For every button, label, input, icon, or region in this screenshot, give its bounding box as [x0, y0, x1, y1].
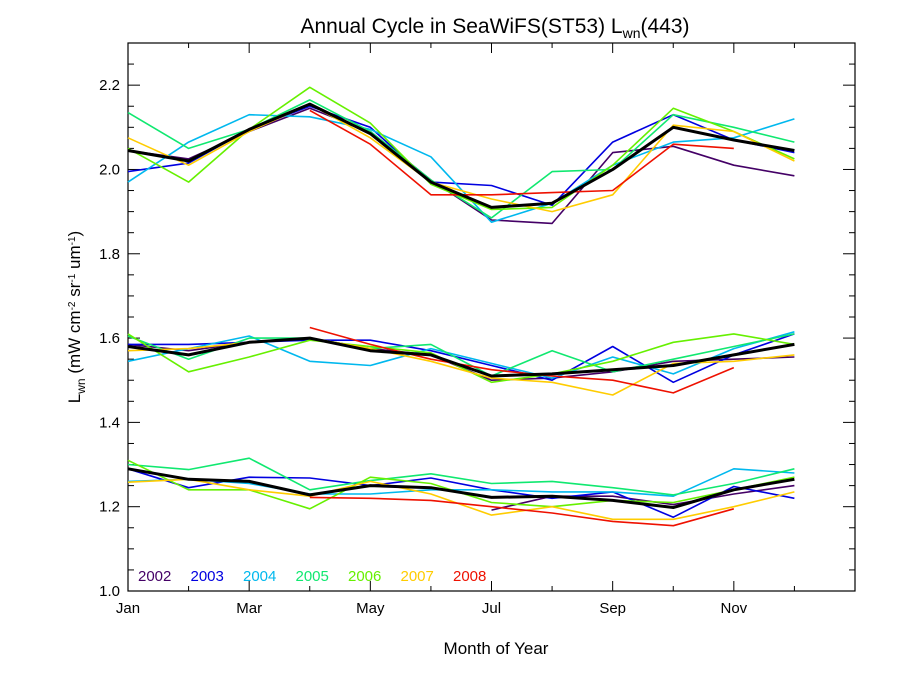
plot-frame	[127, 42, 856, 592]
series-line-lower	[491, 484, 795, 511]
x-tick-label: Jul	[482, 600, 501, 617]
series-line-upper	[127, 113, 795, 223]
y-axis-title-exp1: -2	[67, 301, 78, 310]
series-2002	[127, 107, 795, 511]
chart-title-main: Annual Cycle in SeaWiFS(ST53) L	[300, 15, 622, 38]
y-axis-title-subscript: wn	[74, 378, 88, 394]
series-line-upper	[127, 107, 795, 225]
y-axis-title-sr: sr	[65, 282, 84, 301]
series-line-upper	[309, 109, 734, 196]
y-axis-title-exp3: -1	[67, 236, 78, 245]
legend-entry-2008: 2008	[453, 568, 486, 585]
series-line-middle	[309, 326, 735, 394]
y-axis-title-unit: (mW cm	[65, 310, 84, 378]
chart-title-suffix: (443)	[641, 15, 690, 38]
y-tick-label: 1.8	[99, 246, 120, 263]
axis-tick-labels: Jan Mar May Jul Sep Nov 1.0 1.2 1.4 1.6 1.8 2.0 2.2	[99, 77, 748, 617]
chart-title: Annual Cycle in SeaWiFS(ST53) Lwn(443)	[300, 15, 689, 41]
y-tick-label: 1.2	[99, 499, 120, 516]
legend-entry-2005: 2005	[296, 568, 329, 585]
x-tick-label: Jan	[116, 600, 140, 617]
legend-entry-2006: 2006	[348, 568, 381, 585]
series-2005	[127, 99, 795, 496]
series-2007	[127, 103, 795, 521]
y-axis-title-close: )	[65, 231, 84, 237]
series-2004	[127, 113, 795, 498]
x-tick-label: May	[356, 600, 385, 617]
series-layer	[127, 86, 795, 527]
series-2006	[127, 86, 795, 510]
y-tick-label: 1.4	[99, 414, 120, 431]
y-tick-label: 2.0	[99, 161, 120, 178]
series-line-lower	[127, 478, 795, 521]
x-axis-title: Month of Year	[444, 639, 549, 658]
series-line-upper	[127, 86, 795, 211]
y-axis-title: Lwn (mW cm-2 sr-1 um-1)	[65, 231, 88, 403]
series-line-lower	[127, 457, 795, 496]
x-tick-label: Nov	[720, 600, 747, 617]
legend-entry-2002: 2002	[138, 568, 171, 585]
series-line-middle	[127, 336, 795, 378]
legend-entry-2004: 2004	[243, 568, 276, 585]
series-line-upper	[127, 99, 795, 219]
series-line-middle	[127, 333, 795, 377]
series-line-middle	[127, 331, 795, 379]
series-2003	[127, 105, 795, 519]
series-2008	[309, 109, 735, 527]
axis-ticks	[127, 43, 855, 592]
y-tick-label: 1.0	[99, 583, 120, 600]
y-axis-title-um: um	[65, 245, 84, 273]
y-axis-title-base: L	[65, 394, 84, 403]
series-line-upper	[127, 102, 795, 209]
x-tick-label: Sep	[599, 600, 626, 617]
series-line-lower	[127, 467, 795, 509]
y-tick-label: 1.6	[99, 330, 120, 347]
series-line-upper	[127, 103, 795, 213]
x-tick-label: Mar	[236, 600, 262, 617]
legend-entry-2003: 2003	[191, 568, 224, 585]
y-tick-label: 2.2	[99, 77, 120, 94]
series-line-lower	[309, 496, 735, 527]
series-mean	[127, 102, 795, 509]
y-axis-title-exp2: -1	[67, 273, 78, 282]
legend: 2002 2003 2004 2005 2006 2007 2008	[138, 568, 486, 585]
series-line-lower	[127, 468, 795, 519]
series-line-middle	[127, 333, 795, 384]
chart-title-subscript: wn	[622, 25, 641, 41]
legend-entry-2007: 2007	[401, 568, 434, 585]
series-line-lower	[127, 467, 795, 498]
